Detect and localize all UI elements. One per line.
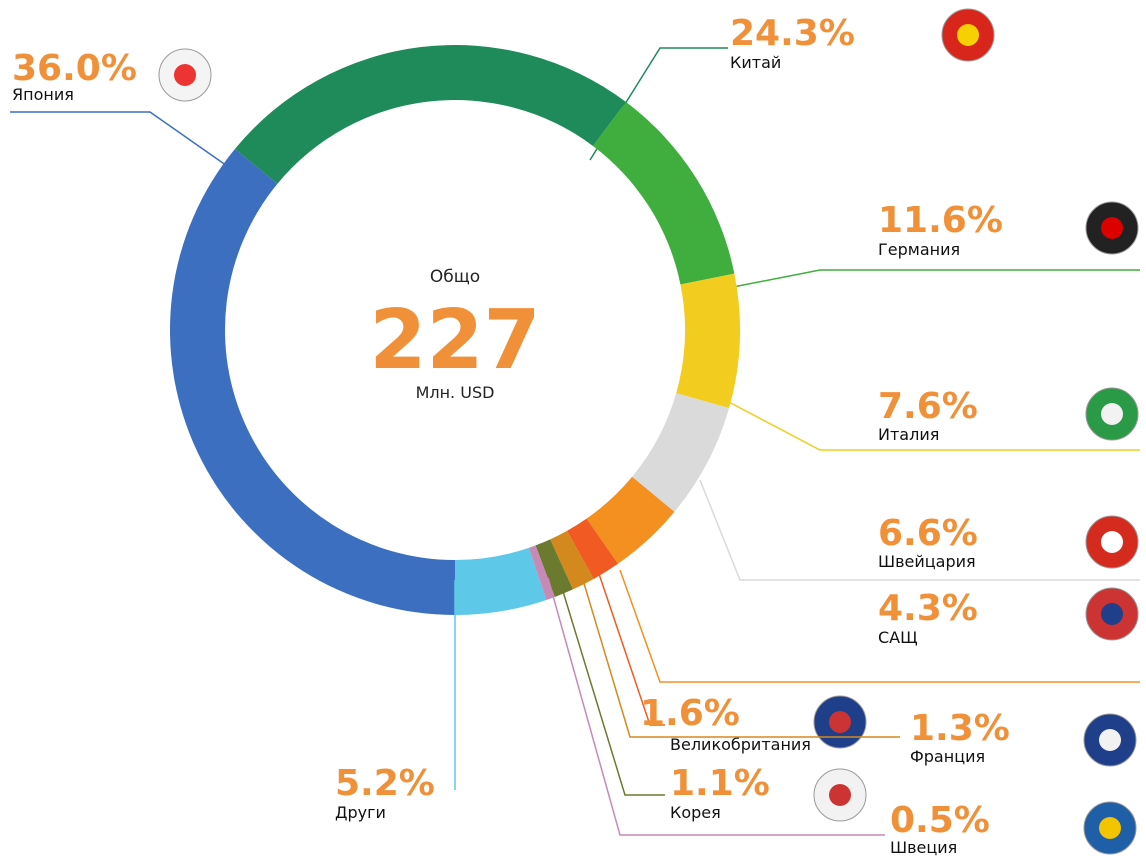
flag-icon-detail — [1099, 729, 1121, 751]
donut-slice — [632, 393, 730, 512]
category-label: Япония — [12, 85, 74, 104]
donut-slice — [169, 148, 456, 615]
leader-line — [547, 577, 885, 836]
donut-slice — [234, 44, 626, 184]
category-label: Корея — [670, 803, 721, 822]
flag-icon-detail — [957, 24, 979, 46]
value-label: 7.6% — [878, 386, 978, 427]
flag-icon-detail — [1101, 403, 1123, 425]
value-label: 1.6% — [640, 693, 740, 734]
value-label: 6.6% — [878, 513, 978, 554]
donut-slice — [535, 539, 573, 597]
leader-line — [595, 564, 665, 726]
value-label: 24.3% — [730, 13, 855, 54]
category-label: Великобритания — [670, 735, 811, 754]
value-label: 4.3% — [878, 588, 978, 629]
category-label: Швейцария — [878, 552, 976, 571]
leader-line — [579, 569, 900, 738]
flag-icon-detail — [829, 784, 851, 806]
center-label: Общо — [430, 267, 480, 287]
flag-icon-detail — [174, 64, 196, 86]
leader-line — [724, 399, 1140, 451]
donut-slice — [586, 476, 675, 564]
value-label: 36.0% — [12, 48, 137, 89]
donut-slice — [592, 101, 735, 285]
leader-line — [727, 269, 1140, 289]
value-label: 1.1% — [670, 763, 770, 804]
leader-line — [619, 569, 1140, 683]
category-label: САЩ — [878, 628, 918, 647]
flag-icon-detail — [1101, 531, 1123, 553]
donut-slice — [676, 273, 741, 409]
category-label: Германия — [878, 240, 960, 259]
category-label: Китай — [730, 53, 781, 72]
category-label: Италия — [878, 425, 939, 444]
flag-icon-detail — [1101, 217, 1123, 239]
donut-slice — [455, 547, 547, 615]
donut-slice — [566, 518, 619, 579]
flag-icon-detail — [829, 711, 851, 733]
donut-slice — [550, 530, 594, 590]
leader-line — [10, 111, 241, 176]
center-value: 227 — [369, 293, 540, 388]
donut-slice — [528, 545, 555, 600]
flag-icon-detail — [1101, 603, 1123, 625]
leader-line — [557, 574, 665, 796]
category-label: Други — [335, 803, 386, 822]
value-label: 11.6% — [878, 200, 1003, 241]
category-label: Швеция — [890, 838, 957, 857]
leader-line — [699, 479, 1140, 581]
value-label: 1.3% — [910, 708, 1010, 749]
center-unit: Млн. USD — [416, 383, 495, 402]
category-label: Франция — [910, 747, 985, 766]
value-label: 5.2% — [335, 763, 435, 804]
flag-icon-detail — [1099, 817, 1121, 839]
value-label: 0.5% — [890, 800, 990, 841]
